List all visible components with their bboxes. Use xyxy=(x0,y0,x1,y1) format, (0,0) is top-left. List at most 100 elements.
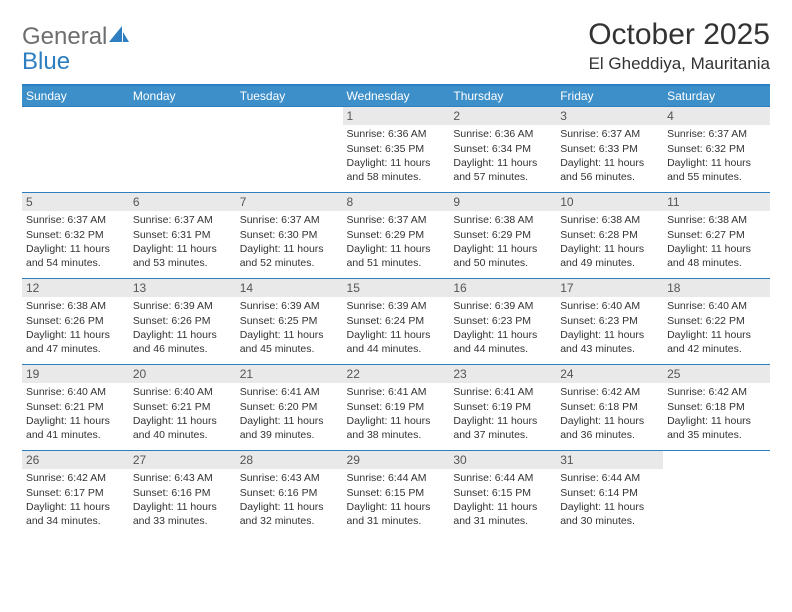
day-number: 8 xyxy=(343,193,450,211)
daylight-text: Daylight: 11 hours and 54 minutes. xyxy=(26,242,125,270)
day-details: Sunrise: 6:41 AMSunset: 6:19 PMDaylight:… xyxy=(449,383,556,446)
day-details: Sunrise: 6:43 AMSunset: 6:16 PMDaylight:… xyxy=(236,469,343,532)
day-cell: 8Sunrise: 6:37 AMSunset: 6:29 PMDaylight… xyxy=(343,193,450,279)
day-cell: 27Sunrise: 6:43 AMSunset: 6:16 PMDayligh… xyxy=(129,451,236,537)
day-cell xyxy=(236,107,343,193)
day-details: Sunrise: 6:44 AMSunset: 6:14 PMDaylight:… xyxy=(556,469,663,532)
sunset-text: Sunset: 6:14 PM xyxy=(560,486,659,500)
day-details: Sunrise: 6:40 AMSunset: 6:22 PMDaylight:… xyxy=(663,297,770,360)
dow-friday: Friday xyxy=(556,85,663,107)
day-number: 9 xyxy=(449,193,556,211)
day-cell: 19Sunrise: 6:40 AMSunset: 6:21 PMDayligh… xyxy=(22,365,129,451)
week-row: 19Sunrise: 6:40 AMSunset: 6:21 PMDayligh… xyxy=(22,365,770,451)
day-details: Sunrise: 6:39 AMSunset: 6:24 PMDaylight:… xyxy=(343,297,450,360)
sunset-text: Sunset: 6:19 PM xyxy=(347,400,446,414)
day-number: 11 xyxy=(663,193,770,211)
sunrise-text: Sunrise: 6:39 AM xyxy=(133,299,232,313)
day-number: 29 xyxy=(343,451,450,469)
day-number: 4 xyxy=(663,107,770,125)
dow-wednesday: Wednesday xyxy=(343,85,450,107)
day-cell: 7Sunrise: 6:37 AMSunset: 6:30 PMDaylight… xyxy=(236,193,343,279)
daylight-text: Daylight: 11 hours and 39 minutes. xyxy=(240,414,339,442)
sunset-text: Sunset: 6:34 PM xyxy=(453,142,552,156)
week-row: 1Sunrise: 6:36 AMSunset: 6:35 PMDaylight… xyxy=(22,107,770,193)
sunset-text: Sunset: 6:35 PM xyxy=(347,142,446,156)
sunrise-text: Sunrise: 6:37 AM xyxy=(667,127,766,141)
dow-saturday: Saturday xyxy=(663,85,770,107)
daylight-text: Daylight: 11 hours and 52 minutes. xyxy=(240,242,339,270)
sunrise-text: Sunrise: 6:39 AM xyxy=(240,299,339,313)
sunset-text: Sunset: 6:23 PM xyxy=(453,314,552,328)
sunset-text: Sunset: 6:26 PM xyxy=(133,314,232,328)
daylight-text: Daylight: 11 hours and 40 minutes. xyxy=(133,414,232,442)
dow-monday: Monday xyxy=(129,85,236,107)
day-cell: 10Sunrise: 6:38 AMSunset: 6:28 PMDayligh… xyxy=(556,193,663,279)
daylight-text: Daylight: 11 hours and 30 minutes. xyxy=(560,500,659,528)
sunrise-text: Sunrise: 6:40 AM xyxy=(560,299,659,313)
day-details: Sunrise: 6:40 AMSunset: 6:21 PMDaylight:… xyxy=(22,383,129,446)
sunset-text: Sunset: 6:23 PM xyxy=(560,314,659,328)
day-number: 5 xyxy=(22,193,129,211)
day-number: 13 xyxy=(129,279,236,297)
sunset-text: Sunset: 6:27 PM xyxy=(667,228,766,242)
sunrise-text: Sunrise: 6:44 AM xyxy=(560,471,659,485)
day-number: 14 xyxy=(236,279,343,297)
day-number: 6 xyxy=(129,193,236,211)
brand-part2: Blue xyxy=(22,48,70,75)
day-number: 30 xyxy=(449,451,556,469)
week-row: 12Sunrise: 6:38 AMSunset: 6:26 PMDayligh… xyxy=(22,279,770,365)
day-number: 25 xyxy=(663,365,770,383)
day-details: Sunrise: 6:37 AMSunset: 6:31 PMDaylight:… xyxy=(129,211,236,274)
day-number: 7 xyxy=(236,193,343,211)
sunset-text: Sunset: 6:30 PM xyxy=(240,228,339,242)
day-cell: 15Sunrise: 6:39 AMSunset: 6:24 PMDayligh… xyxy=(343,279,450,365)
daylight-text: Daylight: 11 hours and 58 minutes. xyxy=(347,156,446,184)
sunrise-text: Sunrise: 6:37 AM xyxy=(26,213,125,227)
day-cell: 2Sunrise: 6:36 AMSunset: 6:34 PMDaylight… xyxy=(449,107,556,193)
sunrise-text: Sunrise: 6:41 AM xyxy=(240,385,339,399)
sunset-text: Sunset: 6:32 PM xyxy=(26,228,125,242)
sunrise-text: Sunrise: 6:43 AM xyxy=(133,471,232,485)
sunset-text: Sunset: 6:19 PM xyxy=(453,400,552,414)
sunset-text: Sunset: 6:21 PM xyxy=(26,400,125,414)
sunset-text: Sunset: 6:26 PM xyxy=(26,314,125,328)
day-details: Sunrise: 6:40 AMSunset: 6:21 PMDaylight:… xyxy=(129,383,236,446)
day-number: 27 xyxy=(129,451,236,469)
sunrise-text: Sunrise: 6:38 AM xyxy=(667,213,766,227)
day-number: 18 xyxy=(663,279,770,297)
day-details: Sunrise: 6:38 AMSunset: 6:26 PMDaylight:… xyxy=(22,297,129,360)
daylight-text: Daylight: 11 hours and 51 minutes. xyxy=(347,242,446,270)
day-details: Sunrise: 6:44 AMSunset: 6:15 PMDaylight:… xyxy=(449,469,556,532)
day-number: 24 xyxy=(556,365,663,383)
day-details: Sunrise: 6:37 AMSunset: 6:33 PMDaylight:… xyxy=(556,125,663,188)
day-number: 1 xyxy=(343,107,450,125)
day-cell: 12Sunrise: 6:38 AMSunset: 6:26 PMDayligh… xyxy=(22,279,129,365)
day-details: Sunrise: 6:38 AMSunset: 6:28 PMDaylight:… xyxy=(556,211,663,274)
sunrise-text: Sunrise: 6:38 AM xyxy=(26,299,125,313)
day-number: 16 xyxy=(449,279,556,297)
sunset-text: Sunset: 6:29 PM xyxy=(347,228,446,242)
daylight-text: Daylight: 11 hours and 37 minutes. xyxy=(453,414,552,442)
day-cell: 30Sunrise: 6:44 AMSunset: 6:15 PMDayligh… xyxy=(449,451,556,537)
brand-sail-icon xyxy=(109,24,129,42)
day-number: 23 xyxy=(449,365,556,383)
day-cell: 29Sunrise: 6:44 AMSunset: 6:15 PMDayligh… xyxy=(343,451,450,537)
sunset-text: Sunset: 6:22 PM xyxy=(667,314,766,328)
day-cell: 6Sunrise: 6:37 AMSunset: 6:31 PMDaylight… xyxy=(129,193,236,279)
day-details: Sunrise: 6:37 AMSunset: 6:29 PMDaylight:… xyxy=(343,211,450,274)
day-cell: 4Sunrise: 6:37 AMSunset: 6:32 PMDaylight… xyxy=(663,107,770,193)
daylight-text: Daylight: 11 hours and 43 minutes. xyxy=(560,328,659,356)
sunset-text: Sunset: 6:33 PM xyxy=(560,142,659,156)
day-number: 17 xyxy=(556,279,663,297)
sunset-text: Sunset: 6:20 PM xyxy=(240,400,339,414)
daylight-text: Daylight: 11 hours and 50 minutes. xyxy=(453,242,552,270)
sunrise-text: Sunrise: 6:41 AM xyxy=(453,385,552,399)
day-cell: 1Sunrise: 6:36 AMSunset: 6:35 PMDaylight… xyxy=(343,107,450,193)
daylight-text: Daylight: 11 hours and 45 minutes. xyxy=(240,328,339,356)
day-details: Sunrise: 6:39 AMSunset: 6:23 PMDaylight:… xyxy=(449,297,556,360)
week-row: 26Sunrise: 6:42 AMSunset: 6:17 PMDayligh… xyxy=(22,451,770,537)
day-cell: 16Sunrise: 6:39 AMSunset: 6:23 PMDayligh… xyxy=(449,279,556,365)
day-number: 21 xyxy=(236,365,343,383)
day-cell: 13Sunrise: 6:39 AMSunset: 6:26 PMDayligh… xyxy=(129,279,236,365)
day-number: 10 xyxy=(556,193,663,211)
